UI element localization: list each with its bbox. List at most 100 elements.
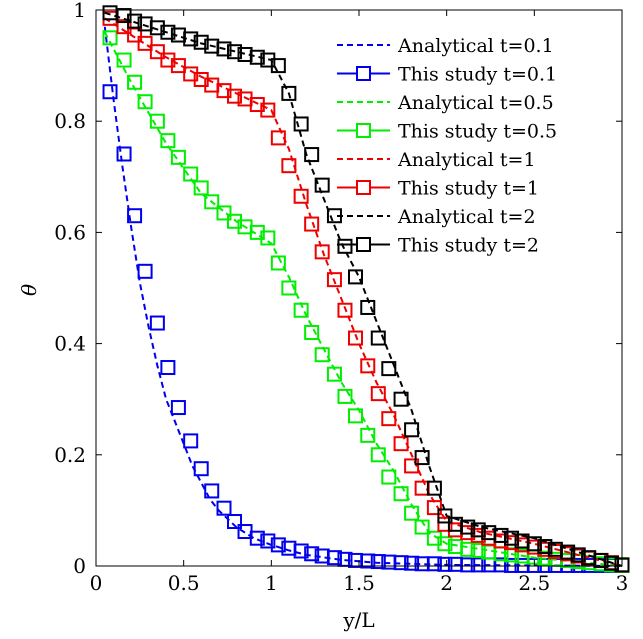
- data-point: [204, 483, 220, 499]
- data-point: [293, 543, 309, 559]
- series-1: [102, 84, 630, 573]
- x-tick-label: 2: [440, 571, 453, 595]
- data-point: [149, 315, 165, 331]
- data-point: [504, 530, 520, 546]
- data-point: [360, 299, 376, 315]
- data-point: [360, 553, 376, 569]
- legend-entry: Analytical t=0.5: [337, 92, 554, 114]
- data-point: [314, 347, 330, 363]
- data-point: [183, 31, 199, 47]
- axis-ticks: 0 0.5 1 1.5 2 2.5 3 0 0.2 0.4 0.6 0.8 1: [54, 0, 628, 595]
- data-point: [249, 49, 265, 65]
- legend-label: This study t=2: [398, 235, 539, 257]
- legend-label: Analytical t=0.1: [397, 35, 554, 57]
- data-point: [160, 360, 176, 376]
- data-point: [149, 113, 165, 129]
- y-axis-label: θ: [17, 284, 41, 296]
- data-point: [414, 480, 430, 496]
- data-point: [404, 555, 420, 571]
- data-point: [360, 427, 376, 443]
- data-point: [526, 536, 542, 552]
- legend-label: Analytical t=2: [397, 206, 536, 228]
- series-5: [102, 10, 630, 573]
- data-point: [347, 330, 363, 346]
- data-point: [326, 366, 342, 382]
- legend-label: This study t=0.5: [398, 121, 557, 143]
- data-point: [370, 386, 386, 402]
- data-point: [381, 469, 397, 485]
- data-point: [326, 550, 342, 566]
- data-point: [127, 74, 143, 90]
- data-point: [470, 557, 486, 573]
- data-point: [170, 58, 186, 74]
- y-tick-label: 1: [73, 0, 86, 22]
- data-point: [227, 88, 243, 104]
- data-point: [102, 84, 118, 100]
- data-point: [381, 361, 397, 377]
- data-point: [137, 94, 153, 110]
- data-point: [370, 554, 386, 570]
- data-point: [116, 146, 132, 162]
- y-tick-label: 0.2: [54, 443, 86, 467]
- legend-entry: This study t=2: [337, 235, 539, 257]
- x-tick-label: 2.5: [518, 571, 550, 595]
- data-point: [216, 205, 232, 221]
- y-tick-label: 0.6: [54, 220, 86, 244]
- legend-label: Analytical t=1: [397, 149, 536, 171]
- series-line: [103, 26, 623, 567]
- data-point: [260, 230, 276, 246]
- data-point: [227, 514, 243, 530]
- data-point: [347, 408, 363, 424]
- data-point: [560, 544, 576, 560]
- x-tick-label: 1.5: [343, 571, 375, 595]
- data-point: [404, 505, 420, 521]
- data-point: [437, 508, 453, 524]
- data-point: [326, 272, 342, 288]
- data-point: [470, 542, 486, 558]
- x-tick-label: 3: [616, 571, 629, 595]
- data-point: [270, 255, 286, 271]
- data-point: [293, 302, 309, 318]
- data-point: [314, 177, 330, 193]
- legend-marker: [356, 237, 371, 252]
- data-point: [414, 450, 430, 466]
- data-point: [381, 411, 397, 427]
- data-point: [260, 102, 276, 118]
- data-point: [281, 85, 297, 101]
- series-line: [103, 31, 623, 567]
- data-point: [603, 555, 619, 571]
- data-point: [170, 149, 186, 165]
- y-tick-label: 0.4: [54, 332, 86, 356]
- data-point: [281, 158, 297, 174]
- series-0: [103, 26, 623, 567]
- data-point: [404, 422, 420, 438]
- data-point: [102, 5, 118, 21]
- data-point: [460, 557, 476, 573]
- data-point: [149, 20, 165, 36]
- data-point: [183, 433, 199, 449]
- data-point: [102, 30, 118, 46]
- data-point: [314, 244, 330, 260]
- series-2: [103, 31, 623, 567]
- legend-entry: This study t=0.1: [337, 64, 557, 86]
- data-point: [493, 527, 509, 543]
- data-point: [504, 557, 520, 573]
- data-point: [393, 486, 409, 502]
- data-point: [370, 447, 386, 463]
- data-point: [304, 147, 320, 163]
- data-point: [404, 458, 420, 474]
- data-point: [570, 547, 586, 563]
- data-point: [160, 24, 176, 40]
- data-point: [426, 556, 442, 572]
- data-point: [437, 536, 453, 552]
- data-point: [337, 238, 353, 254]
- legend-marker: [356, 66, 371, 81]
- data-point: [537, 539, 553, 555]
- series-4: [104, 17, 623, 567]
- data-point: [293, 188, 309, 204]
- legend-entry: This study t=1: [337, 178, 539, 200]
- data-point: [460, 519, 476, 535]
- data-point: [393, 436, 409, 452]
- data-point: [127, 208, 143, 224]
- data-point: [470, 522, 486, 538]
